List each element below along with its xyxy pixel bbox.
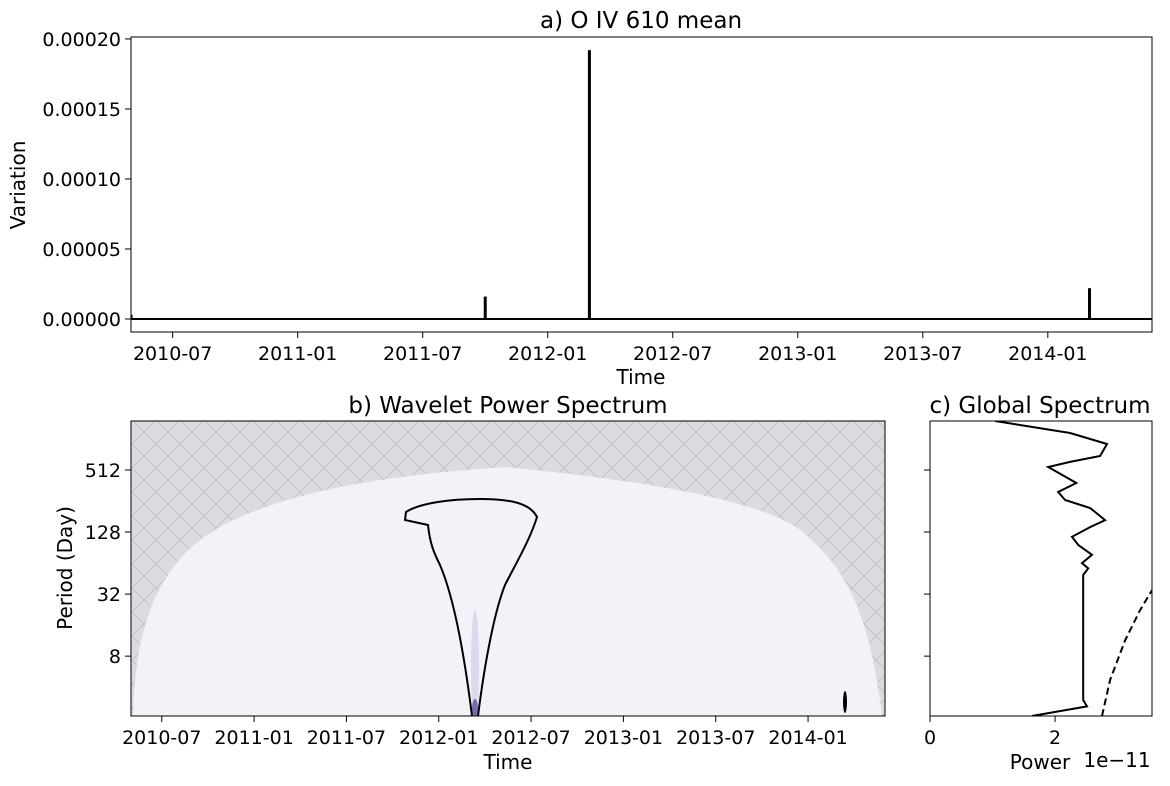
x-tick-label: 2011-07 bbox=[383, 343, 462, 365]
power-streak bbox=[471, 610, 479, 716]
coi-inside bbox=[133, 467, 882, 716]
x-tick-label: 2014-01 bbox=[1008, 343, 1087, 365]
x-tick-label: 2011-01 bbox=[258, 343, 337, 365]
plot-area bbox=[131, 50, 1152, 320]
axes-frame bbox=[130, 420, 886, 717]
panel-title: b) Wavelet Power Spectrum bbox=[348, 393, 667, 419]
y-tick-label: 0.00005 bbox=[42, 239, 121, 261]
x-tick-label: 2010-07 bbox=[122, 727, 201, 749]
x-offset-label: 1e−11 bbox=[1083, 748, 1150, 772]
significance-contour bbox=[403, 497, 539, 716]
x-tick-label: 2014-01 bbox=[768, 727, 847, 749]
x-tick-label: 2013-07 bbox=[883, 343, 962, 365]
y-axis-label: Period (Day) bbox=[53, 506, 77, 630]
x-tick-label: 2013-01 bbox=[758, 343, 837, 365]
y-axis-label: Variation bbox=[6, 141, 30, 230]
spectrum-line bbox=[1101, 589, 1152, 716]
y-tick-label: 0.00000 bbox=[42, 309, 121, 331]
x-tick-label: 2012-01 bbox=[508, 343, 587, 365]
panel-title: a) O IV 610 mean bbox=[540, 8, 742, 34]
x-tick-label: 2 bbox=[1049, 727, 1061, 749]
x-tick-label: 0 bbox=[924, 727, 936, 749]
x-axis-label: Time bbox=[483, 750, 533, 774]
x-axis-label: Power bbox=[1010, 750, 1071, 774]
y-tick-label: 512 bbox=[85, 460, 121, 482]
power-peak bbox=[472, 699, 478, 716]
panel-title: c) Global Spectrum bbox=[929, 393, 1150, 419]
y-tick-label: 0.00015 bbox=[42, 99, 121, 121]
x-tick-label: 2011-01 bbox=[214, 727, 293, 749]
x-axis-label: Time bbox=[616, 365, 666, 389]
axes-frame bbox=[929, 420, 1153, 717]
y-tick-label: 8 bbox=[109, 646, 121, 668]
x-tick-label: 2012-07 bbox=[491, 727, 570, 749]
y-tick-label: 32 bbox=[97, 584, 121, 606]
x-tick-label: 2011-07 bbox=[307, 727, 386, 749]
x-tick-label: 2013-01 bbox=[584, 727, 663, 749]
x-tick-label: 2012-01 bbox=[399, 727, 478, 749]
y-tick-label: 0.00020 bbox=[42, 29, 121, 51]
y-tick-label: 0.00010 bbox=[42, 169, 121, 191]
x-tick-label: 2012-07 bbox=[633, 343, 712, 365]
significance-contour bbox=[843, 691, 847, 713]
spectrum-line bbox=[994, 421, 1109, 716]
plot-area bbox=[994, 421, 1152, 716]
x-tick-label: 2010-07 bbox=[133, 343, 212, 365]
wavelet-field bbox=[131, 421, 885, 716]
x-tick-label: 2013-07 bbox=[676, 727, 755, 749]
y-tick-label: 128 bbox=[85, 522, 121, 544]
axes-frame bbox=[130, 36, 1153, 333]
